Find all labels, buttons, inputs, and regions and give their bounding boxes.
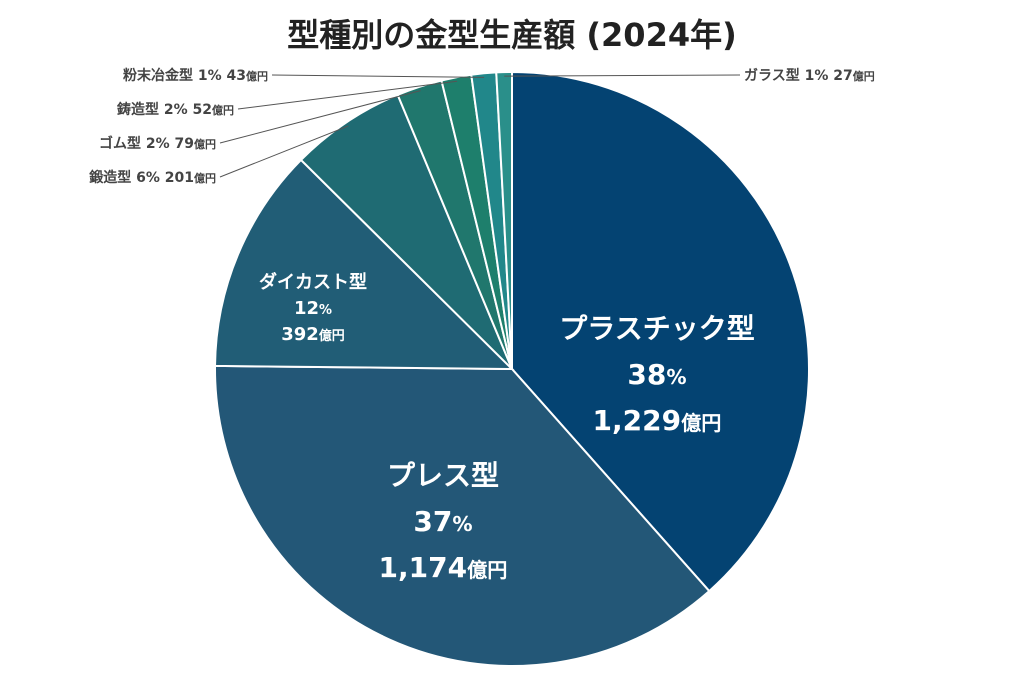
- slice-6-label: 粉末冶金型 1% 43億円: [123, 67, 268, 84]
- slice-1: [214, 364, 711, 667]
- slice-3-leader: [219, 125, 349, 178]
- slice-3: [299, 93, 513, 370]
- slice-7: [495, 70, 513, 370]
- slice-1-label: プレス型 37% 1,174億円: [379, 459, 508, 584]
- slice-0: [511, 70, 810, 593]
- slice-4-label: ゴム型 2% 79億円: [99, 135, 216, 152]
- slice-4-leader: [219, 90, 421, 144]
- slice-2-label: ダイカスト型 12% 392億円: [259, 271, 367, 345]
- slice-7-leader: [504, 74, 741, 77]
- slice-5-leader: [237, 80, 458, 110]
- slice-3-label: 鍛造型 6% 201億円: [89, 169, 216, 186]
- chart-title: 型種別の金型生産額 (2024年): [287, 16, 737, 54]
- slice-7-label: ガラス型 1% 27億円: [744, 67, 875, 84]
- slice-5-label: 鋳造型 2% 52億円: [117, 101, 234, 118]
- slice-2: [214, 158, 515, 371]
- slice-0-label: プラスチック型 38% 1,229億円: [559, 312, 754, 437]
- slice-6-leader: [271, 74, 485, 78]
